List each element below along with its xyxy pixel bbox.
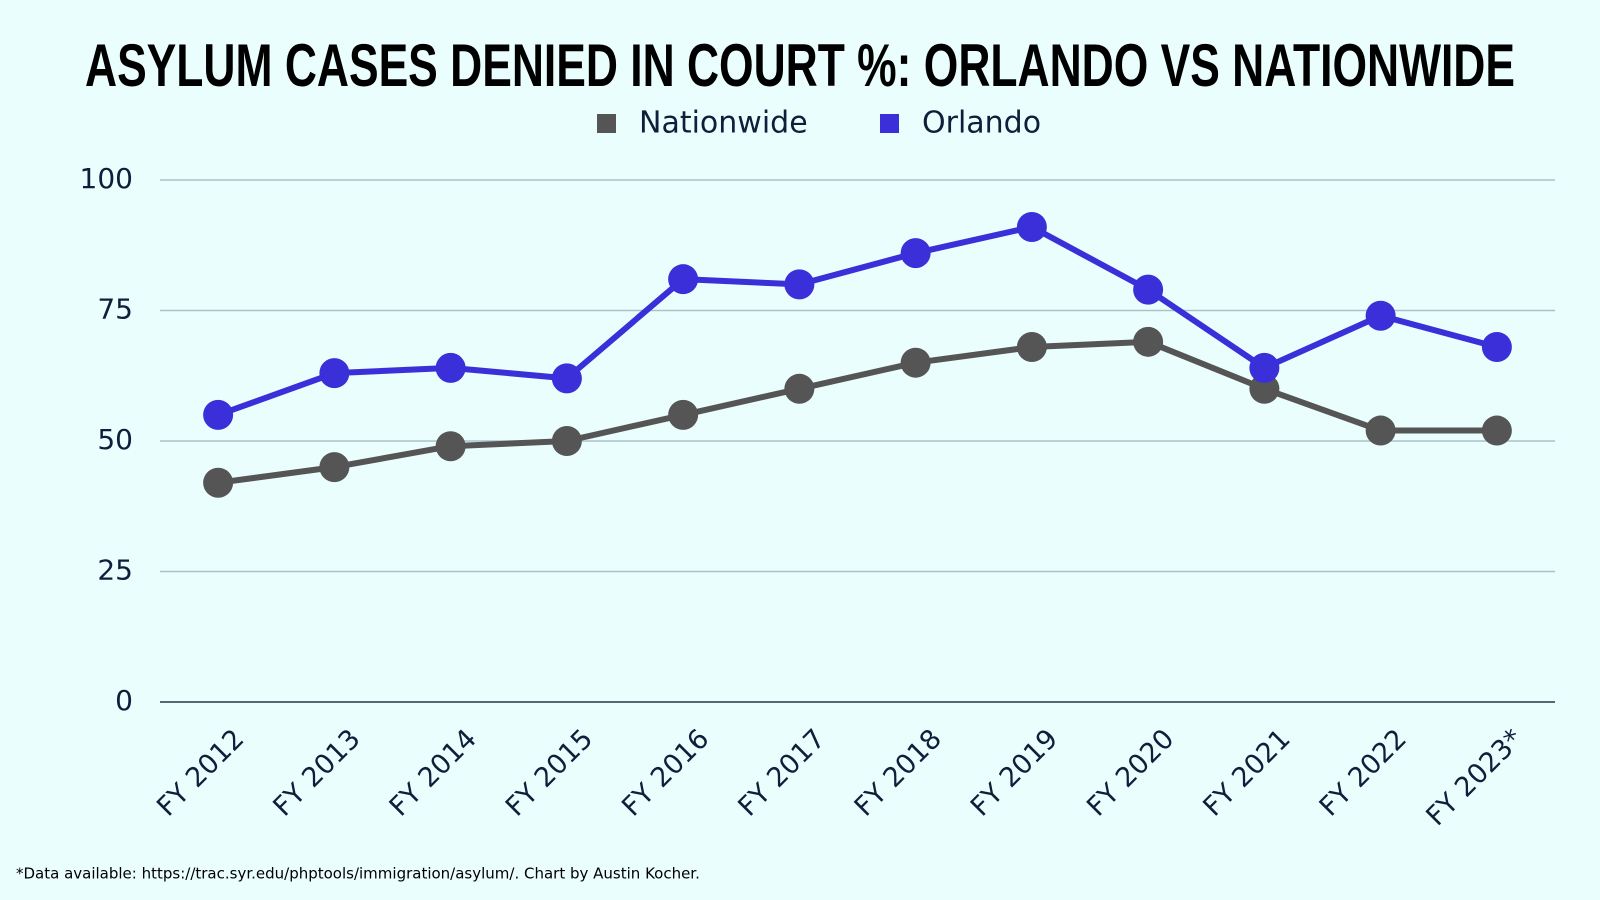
data-point [435, 431, 466, 462]
source-note: *Data available: https://trac.syr.edu/ph… [16, 865, 700, 883]
data-point [668, 399, 699, 430]
x-tick-label: FY 2019 [965, 723, 1064, 822]
x-tick-label: FY 2012 [151, 723, 250, 822]
data-point [1249, 352, 1280, 383]
x-tick-label: FY 2020 [1081, 723, 1180, 822]
data-point [1249, 373, 1280, 404]
x-tick-label: FY 2021 [1197, 723, 1296, 822]
chart-title: ASYLUM CASES DENIED IN COURT %: ORLANDO … [85, 32, 1515, 99]
y-tick-label: 25 [97, 554, 133, 587]
series-line [217, 223, 1498, 418]
series-line [217, 338, 1497, 486]
data-point [900, 238, 931, 269]
x-tick-label: FY 2016 [616, 723, 715, 822]
data-point [1133, 274, 1164, 305]
x-tick-label: FY 2013 [267, 723, 366, 822]
y-tick-label: 0 [115, 684, 133, 717]
y-tick-label: 50 [97, 423, 133, 456]
x-tick-label: FY 2023* [1420, 723, 1529, 832]
data-point [1133, 326, 1164, 357]
x-tick-label: FY 2015 [500, 723, 599, 822]
y-tick-label: 75 [97, 293, 133, 326]
data-point [1016, 332, 1047, 363]
x-tick-label: FY 2018 [849, 723, 948, 822]
data-point [319, 358, 350, 389]
data-point [1365, 415, 1396, 446]
data-point [784, 373, 815, 404]
data-point [900, 347, 931, 378]
legend-swatch [880, 114, 899, 133]
data-point [435, 352, 466, 383]
legend-label: Orlando [922, 106, 1041, 141]
data-point [1481, 415, 1512, 446]
y-tick-label: 100 [80, 162, 133, 195]
data-point [1365, 300, 1396, 331]
legend-label: Nationwide [639, 106, 808, 141]
data-point [668, 264, 699, 295]
data-point [551, 363, 582, 394]
data-point [1481, 332, 1512, 363]
x-tick-label: FY 2017 [732, 723, 831, 822]
x-tick-label: FY 2014 [384, 723, 483, 822]
data-point [1016, 211, 1047, 242]
data-point [203, 467, 234, 498]
x-tick-label: FY 2022 [1314, 723, 1413, 822]
data-point [551, 426, 582, 456]
data-point [203, 399, 234, 430]
data-point [784, 269, 815, 300]
data-point [319, 452, 350, 483]
legend-swatch [597, 114, 616, 133]
